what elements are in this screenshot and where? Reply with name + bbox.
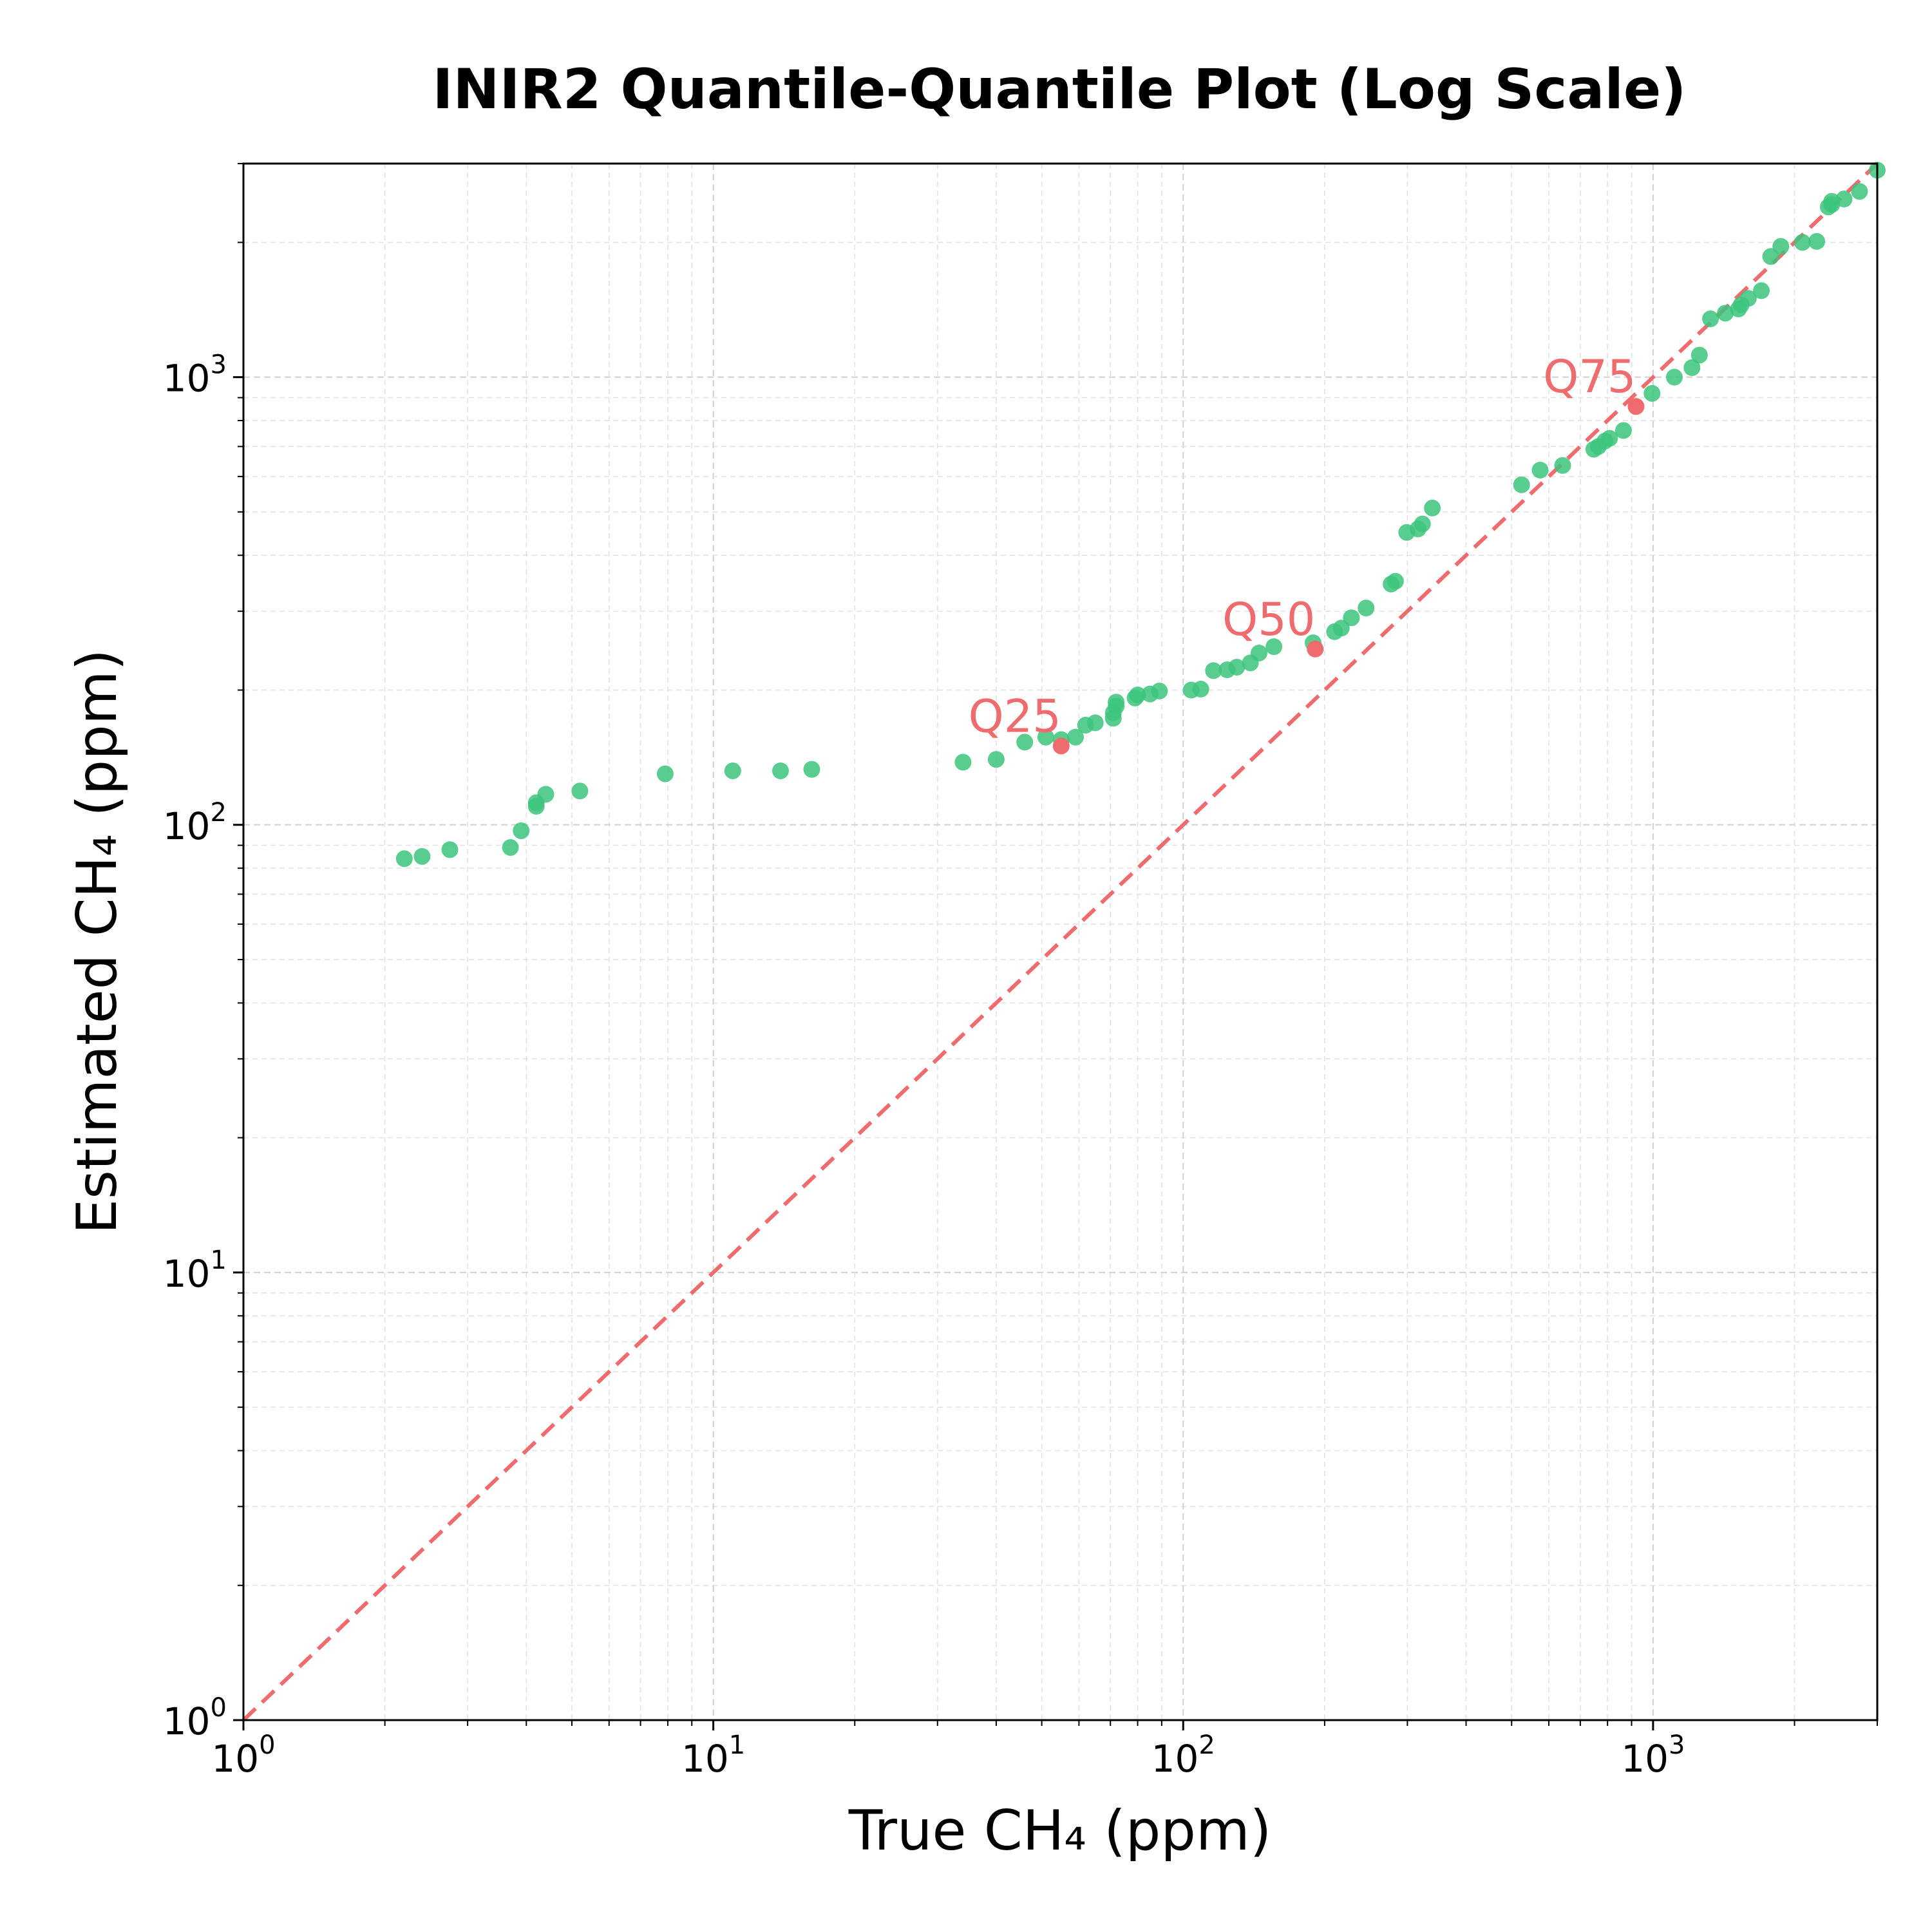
x-tick-label: 101: [681, 1730, 745, 1781]
data-point: [1531, 461, 1549, 478]
data-point: [803, 761, 820, 778]
data-point: [1086, 714, 1104, 732]
data-point: [987, 751, 1005, 768]
x-axis-label: True CH₄ (ppm): [848, 1799, 1272, 1863]
data-point: [1016, 734, 1034, 751]
data-point: [1192, 681, 1209, 698]
data-point: [1037, 728, 1054, 746]
data-point: [1414, 515, 1431, 533]
y-tick-label: 100: [163, 1693, 227, 1743]
data-point: [1387, 573, 1404, 590]
data-point: [1265, 638, 1283, 656]
x-tick-label: 100: [211, 1730, 275, 1781]
data-point: [1067, 728, 1084, 746]
data-points: [395, 162, 1886, 867]
y-tick-label: 101: [163, 1245, 227, 1296]
data-point: [1702, 310, 1719, 328]
reference-line-y-equals-x: [242, 162, 1879, 1722]
y-axis-label: Estimated CH₄ (ppm): [65, 649, 129, 1234]
y-axis-ticks: 100 101 102 103: [163, 163, 243, 1743]
data-point: [1851, 183, 1868, 200]
data-point: [1513, 476, 1530, 493]
data-point: [1683, 359, 1701, 376]
data-point: [1601, 430, 1618, 447]
data-point: [1823, 193, 1841, 210]
y-tick-label: 102: [163, 798, 227, 848]
data-point: [502, 838, 519, 856]
x-tick-label: 103: [1621, 1730, 1685, 1781]
data-point: [954, 753, 972, 771]
data-point: [1228, 658, 1245, 676]
quantile-point-q75: [1627, 398, 1645, 415]
x-tick-label: 102: [1151, 1730, 1215, 1781]
data-point: [1762, 248, 1779, 265]
data-point: [1643, 384, 1661, 402]
data-point: [513, 822, 530, 839]
data-point: [1835, 191, 1853, 208]
data-point: [724, 762, 741, 779]
data-point: [1717, 305, 1734, 322]
x-axis-ticks: 100 101 102 103: [211, 1720, 1878, 1781]
data-point: [1794, 234, 1811, 251]
quantile-point-q50: [1307, 640, 1324, 658]
data-point: [1129, 687, 1146, 704]
data-point: [571, 782, 589, 800]
data-point: [656, 765, 674, 782]
data-point: [1250, 644, 1267, 661]
chart-title: INIR2 Quantile-Quantile Plot (Log Scale): [433, 57, 1687, 122]
data-point: [1739, 290, 1757, 307]
data-point: [1205, 662, 1222, 679]
data-point: [772, 762, 789, 779]
quantile-markers: Q25 Q50 Q75: [969, 350, 1645, 755]
y-tick-label: 103: [163, 350, 227, 401]
data-point: [1753, 282, 1770, 299]
data-point: [1690, 346, 1708, 364]
quantile-point-q25: [1052, 737, 1070, 755]
plot-area: Q25 Q50 Q75: [242, 162, 1886, 1722]
quantile-label-q75: Q75: [1543, 350, 1636, 403]
quantile-label-q25: Q25: [969, 690, 1061, 743]
data-point: [395, 850, 413, 867]
data-point: [1665, 368, 1683, 386]
data-point: [413, 848, 431, 865]
data-point: [441, 841, 459, 858]
data-point: [1772, 238, 1790, 255]
data-point: [537, 786, 554, 803]
plot-frame: [242, 162, 1879, 1721]
data-point: [1343, 609, 1360, 627]
data-point: [1358, 600, 1375, 617]
data-point: [1151, 683, 1168, 700]
data-point: [1424, 499, 1441, 516]
data-point: [1554, 457, 1571, 474]
data-point: [1332, 620, 1350, 637]
data-point: [1615, 422, 1632, 439]
quantile-label-q50: Q50: [1222, 593, 1315, 646]
data-point: [1808, 232, 1826, 250]
data-point: [1108, 694, 1125, 711]
